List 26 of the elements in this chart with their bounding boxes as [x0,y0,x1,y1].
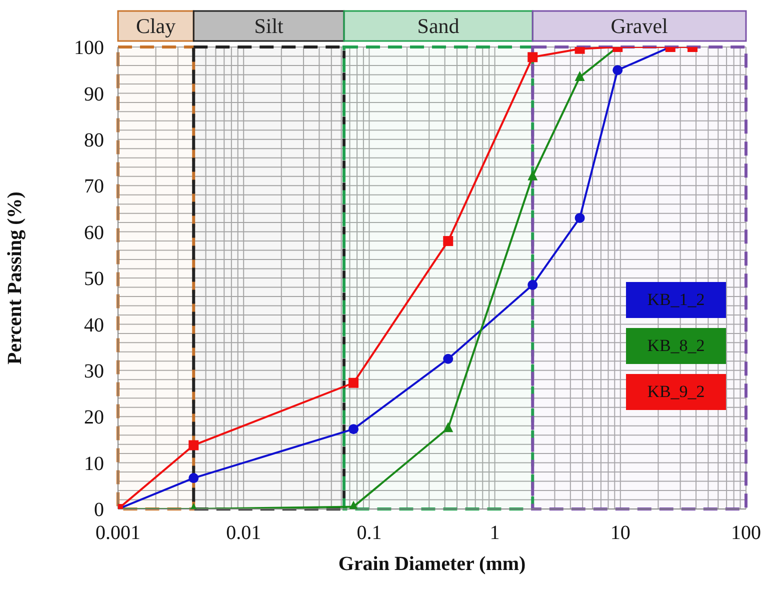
y-tick-label: 20 [84,406,104,429]
text: KB_9_2 [647,382,705,402]
y-tick-label: 100 [74,37,104,60]
x-tick-label: 0.001 [96,522,140,544]
y-tick-label: 0 [94,499,104,522]
y-tick-label: 10 [84,452,104,475]
y-tick-label: 50 [84,268,104,290]
y-tick-label: 90 [84,83,104,106]
band-label: Sand [417,14,460,38]
y-tick-label: 70 [84,176,104,198]
y-tick-label: 60 [84,222,104,244]
y-axis-title: Percent Passing (%) [4,192,26,364]
x-tick-label: 10 [610,522,630,544]
x-tick-label: 0.01 [226,522,262,544]
band-label: Clay [136,14,176,38]
y-tick-label: 30 [84,360,104,382]
x-tick-label: 0.1 [356,522,382,544]
band-label: Gravel [610,14,668,38]
x-axis-title: Grain Diameter (mm) [338,553,526,575]
y-tick-label: 40 [84,314,104,336]
text: KB_1_2 [647,290,705,310]
x-tick-label: 1 [490,522,500,544]
x-tick-label: 100 [731,522,761,544]
band-label: Silt [254,14,284,38]
text: KB_8_2 [647,336,705,356]
y-tick-label: 80 [84,130,104,152]
